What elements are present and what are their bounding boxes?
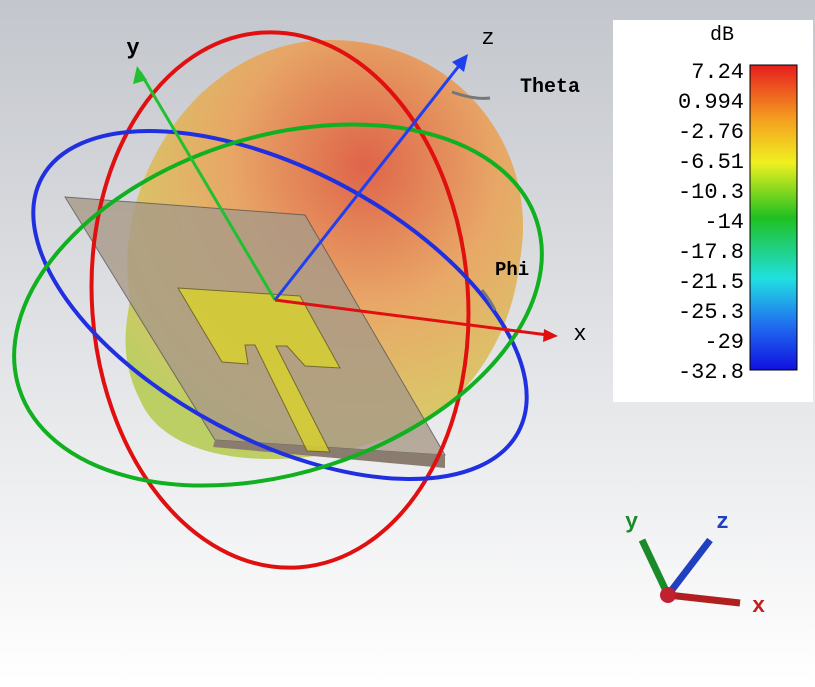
theta-ring [89, 30, 471, 570]
x-arrow [543, 329, 558, 342]
colorbar-label: -32.8 [678, 360, 744, 385]
patch [177, 287, 341, 453]
mini-origin [660, 587, 676, 603]
y-axis [138, 71, 277, 301]
colorbar-label: -2.76 [678, 120, 744, 145]
mini-y-axis [638, 538, 672, 597]
z-label: z [481, 26, 494, 51]
colorbar-label: -14 [704, 210, 744, 235]
x-label: x [573, 322, 586, 347]
colorbar-label: 7.24 [691, 60, 744, 85]
mini-z-axis [665, 537, 713, 598]
z-arrow [452, 54, 468, 72]
colorbar-unit: dB [710, 24, 734, 47]
z-axis [273, 61, 464, 301]
colorbar-label: -29 [704, 330, 744, 355]
phi-ring [31, 129, 529, 481]
mini-z-label: z [716, 510, 729, 535]
mini-x-axis [667, 591, 741, 607]
colorbar [749, 64, 798, 371]
theta-label: Theta [520, 76, 580, 99]
phi-label: Phi [495, 259, 529, 281]
colorbar-labels: 7.24 0.994 -2.76 -6.51 -10.3 -14 -17.8 -21.5 -25… [678, 60, 744, 385]
colorbar-label: -10.3 [678, 180, 744, 205]
colorbar-label: -25.3 [678, 300, 744, 325]
colorbar-label: -6.51 [678, 150, 744, 175]
x-axis [274, 298, 549, 337]
phi-arrow [480, 289, 497, 311]
mini-y-label: y [625, 510, 638, 535]
y-label: y [126, 36, 139, 61]
theta-arrow [451, 90, 491, 100]
green-ring [12, 122, 544, 488]
y-arrow [133, 66, 147, 84]
mini-x-label: x [752, 594, 765, 619]
colorbar-label: -21.5 [678, 270, 744, 295]
colorbar-label: -17.8 [678, 240, 744, 265]
colorbar-label: 0.994 [678, 90, 744, 115]
substrate-edge [213, 440, 445, 468]
